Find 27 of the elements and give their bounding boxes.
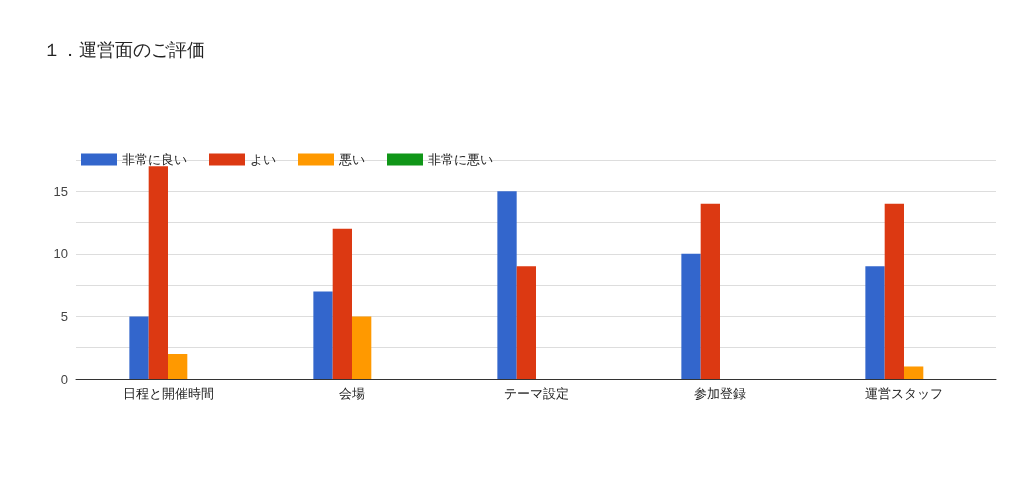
bar [168,353,188,379]
y-tick-label: 15 [53,183,68,199]
bar [904,366,924,379]
bar [313,291,333,379]
x-tick-label: 会場 [339,386,365,401]
bar [352,316,372,379]
legend-label: 非常に良い [122,152,187,167]
y-tick-label: 0 [60,371,68,387]
x-tick-label: 日程と開催時間 [122,386,214,401]
y-tick-label: 10 [53,246,68,262]
bar [884,203,904,379]
legend-label: よい [250,152,276,167]
x-tick-label: テーマ設定 [503,386,569,401]
legend-label: 非常に悪い [428,152,493,167]
bar [516,266,536,379]
x-tick-label: 参加登録 [694,386,746,401]
bar [700,203,720,379]
y-tick-label: 5 [60,308,68,324]
legend-label: 悪い [338,152,365,167]
bar [148,166,168,379]
x-tick-label: 運営スタッフ [865,386,943,401]
bar [129,316,149,379]
bar [865,266,885,379]
chart-title: １．運営面のご評価 [43,40,205,60]
bar [681,253,701,379]
bar [332,228,352,379]
bar [497,191,517,379]
